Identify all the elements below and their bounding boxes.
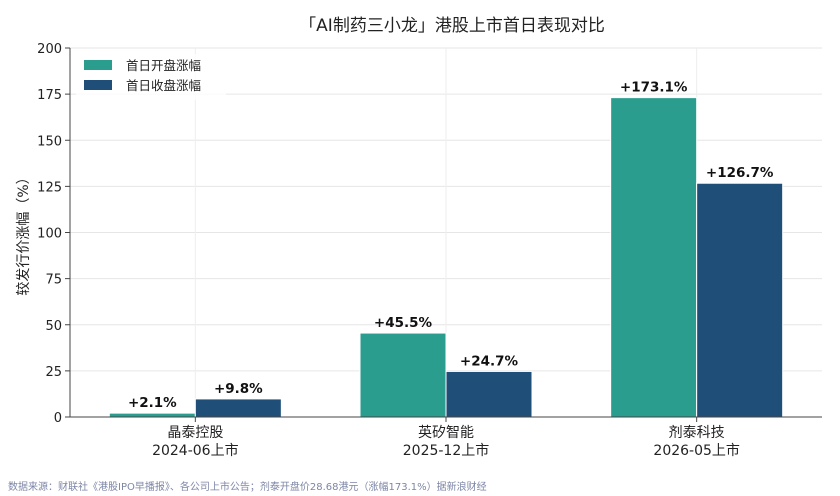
y-tick-label: 50 — [45, 319, 62, 334]
bar-value-label: +9.8% — [214, 381, 263, 397]
legend-label: 首日收盘涨幅 — [126, 78, 201, 93]
x-tick-sublabel: 2025-12上市 — [403, 442, 490, 459]
bar — [108, 412, 196, 418]
bar — [359, 332, 447, 418]
y-tick-label: 125 — [37, 180, 62, 195]
y-tick-label: 0 — [54, 411, 62, 426]
bar — [610, 97, 698, 418]
chart: 「AI制药三小龙」港股上市首日表现对比 0 25 50 75 100 125 150 175 2… — [16, 16, 822, 459]
y-tick-label: 100 — [37, 227, 62, 242]
x-tick-label: 晶泰控股 — [167, 425, 223, 441]
legend-box — [76, 54, 226, 100]
y-tick-label: 175 — [37, 88, 62, 103]
x-tick-sublabel: 2024-06上市 — [152, 442, 239, 459]
bar-value-label: +45.5% — [374, 315, 433, 331]
y-axis-label: 较发行价涨幅（%） — [16, 170, 32, 295]
bar — [194, 398, 282, 418]
y-tick-label: 25 — [45, 365, 62, 380]
legend-swatch — [84, 60, 112, 70]
bar-value-label: +126.7% — [706, 165, 774, 181]
x-tick-sublabel: 2026-05上市 — [653, 442, 740, 459]
y-tick-label: 150 — [37, 134, 62, 149]
bar — [696, 182, 784, 418]
data-source-footnote: 数据来源：财联社《港股IPO早播报》、各公司上市公告；剂泰开盘价28.68港元（… — [8, 482, 487, 493]
bars: +2.1% +9.8% +45.5% +24.7% +173.1% +126.7% — [108, 80, 784, 418]
x-tick-label: 剂泰科技 — [669, 425, 725, 441]
bar — [445, 370, 533, 418]
bar-value-label: +173.1% — [620, 80, 688, 96]
x-tick-label: 英矽智能 — [418, 424, 474, 441]
y-axis: 0 25 50 75 100 125 150 175 200 — [37, 42, 71, 426]
bar-value-label: +24.7% — [460, 353, 519, 369]
legend-swatch — [84, 80, 112, 90]
bar-value-label: +2.1% — [128, 395, 177, 411]
y-tick-label: 75 — [45, 273, 62, 288]
chart-title: 「AI制药三小龙」港股上市首日表现对比 — [299, 16, 605, 36]
y-tick-label: 200 — [37, 42, 62, 57]
legend-label: 首日开盘涨幅 — [126, 58, 201, 73]
